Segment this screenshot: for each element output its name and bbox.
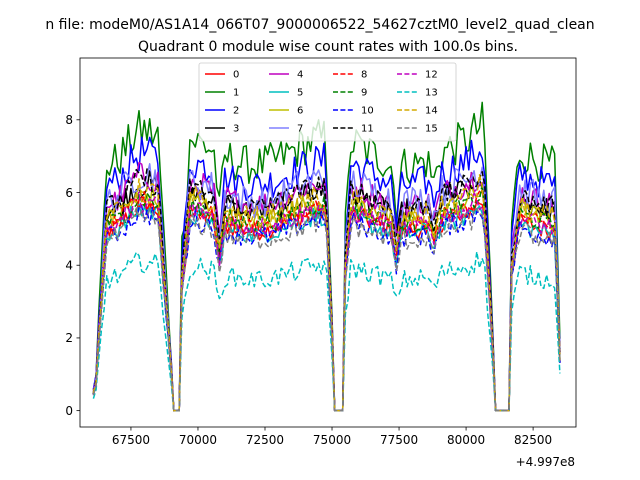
legend-label-5: 5	[297, 88, 303, 99]
legend-label-14: 14	[425, 106, 438, 117]
legend-label-1: 1	[233, 88, 239, 99]
legend-label-0: 0	[233, 70, 239, 81]
x-tick-label: 77500	[380, 433, 418, 447]
axes: 67500 70000 72500 75000 77500 80000 82500 0 2 4 6 8	[65, 57, 577, 447]
x-offset-label: +4.997e8	[516, 455, 575, 469]
legend-label-6: 6	[297, 106, 303, 117]
plot-area	[92, 101, 561, 412]
y-tick-label: 4	[65, 259, 73, 273]
legend-label-10: 10	[361, 106, 374, 117]
legend-label-9: 9	[361, 88, 367, 99]
y-tick-label: 6	[65, 186, 73, 200]
x-tick-label: 67500	[112, 433, 150, 447]
legend-label-7: 7	[297, 124, 303, 135]
y-tick-label: 0	[65, 404, 73, 418]
legend-label-13: 13	[425, 88, 438, 99]
supertitle: n file: modeM0/AS1A14_066T07_9000006522_…	[45, 17, 594, 33]
series-line-12	[92, 191, 561, 412]
legend-label-11: 11	[361, 124, 374, 135]
legend-label-12: 12	[425, 70, 438, 81]
legend-label-3: 3	[233, 124, 239, 135]
x-tick-label: 75000	[313, 433, 351, 447]
legend-label-8: 8	[361, 70, 367, 81]
axes-frame	[79, 57, 577, 428]
y-tick-label: 2	[65, 331, 73, 345]
series-line-15	[92, 207, 561, 412]
chart-title: Quadrant 0 module wise count rates with …	[138, 39, 518, 55]
y-tick-label: 8	[65, 113, 73, 127]
legend-box	[198, 62, 457, 142]
x-tick-label: 72500	[246, 433, 284, 447]
legend-label-4: 4	[297, 70, 303, 81]
legend-label-2: 2	[233, 106, 239, 117]
legend-label-15: 15	[425, 124, 438, 135]
x-tick-label: 80000	[447, 433, 485, 447]
x-tick-label: 82500	[514, 433, 552, 447]
x-tick-label: 70000	[179, 433, 217, 447]
